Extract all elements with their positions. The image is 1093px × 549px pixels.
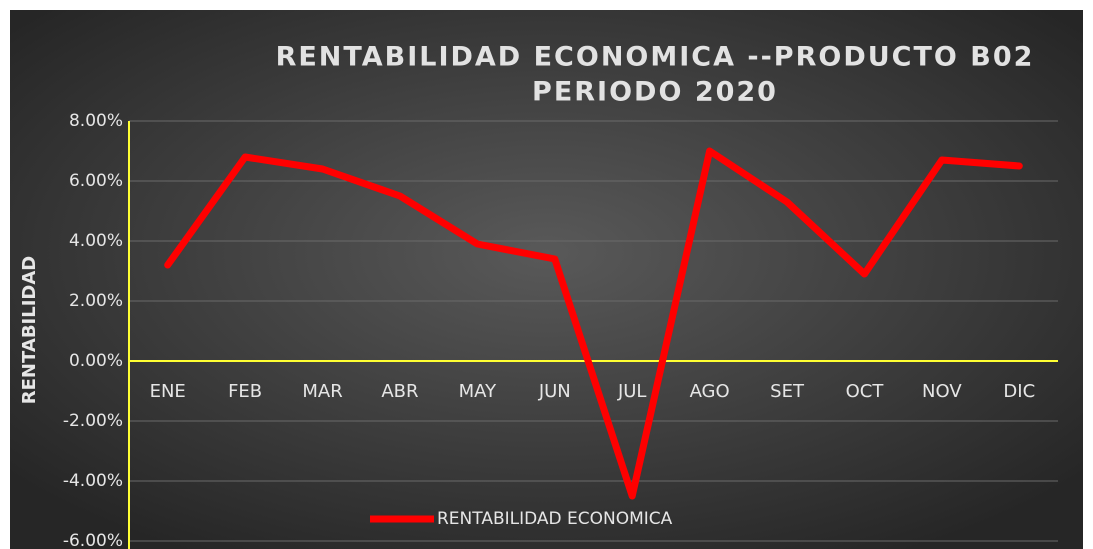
x-tick-label: JUL [617, 381, 647, 402]
x-tick-label: JUN [538, 381, 571, 402]
data-line [164, 147, 1023, 500]
x-tick-label: MAY [459, 381, 497, 402]
y-tick-label: 2.00% [69, 291, 123, 311]
y-tick-label: 0.00% [69, 351, 123, 371]
chart-title: PERIODO 2020 [532, 77, 778, 108]
y-tick-label: 6.00% [69, 171, 123, 191]
y-axis-title: RENTABILIDAD [19, 256, 40, 404]
x-tick-label: AGO [690, 381, 730, 402]
y-tick-label: 8.00% [69, 111, 123, 131]
chart-title: RENTABILIDAD ECONOMICA --PRODUCTO B02 [276, 42, 1035, 73]
y-tick-label: -4.00% [63, 471, 123, 491]
y-tick-label: 4.00% [69, 231, 123, 251]
legend-label: RENTABILIDAD ECONOMICA [437, 509, 673, 529]
x-tick-label: FEB [228, 381, 262, 402]
x-tick-label: MAR [302, 381, 342, 402]
x-tick-label: ENE [150, 381, 186, 402]
x-tick-label: DIC [1003, 381, 1035, 402]
x-tick-label: OCT [846, 381, 885, 402]
y-tick-label: -6.00% [63, 531, 123, 549]
x-tick-label: ABR [381, 381, 418, 402]
x-tick-label: NOV [922, 381, 962, 402]
y-tick-label: -2.00% [63, 411, 123, 431]
x-tick-label: SET [770, 381, 805, 402]
chart-background [10, 10, 1083, 549]
